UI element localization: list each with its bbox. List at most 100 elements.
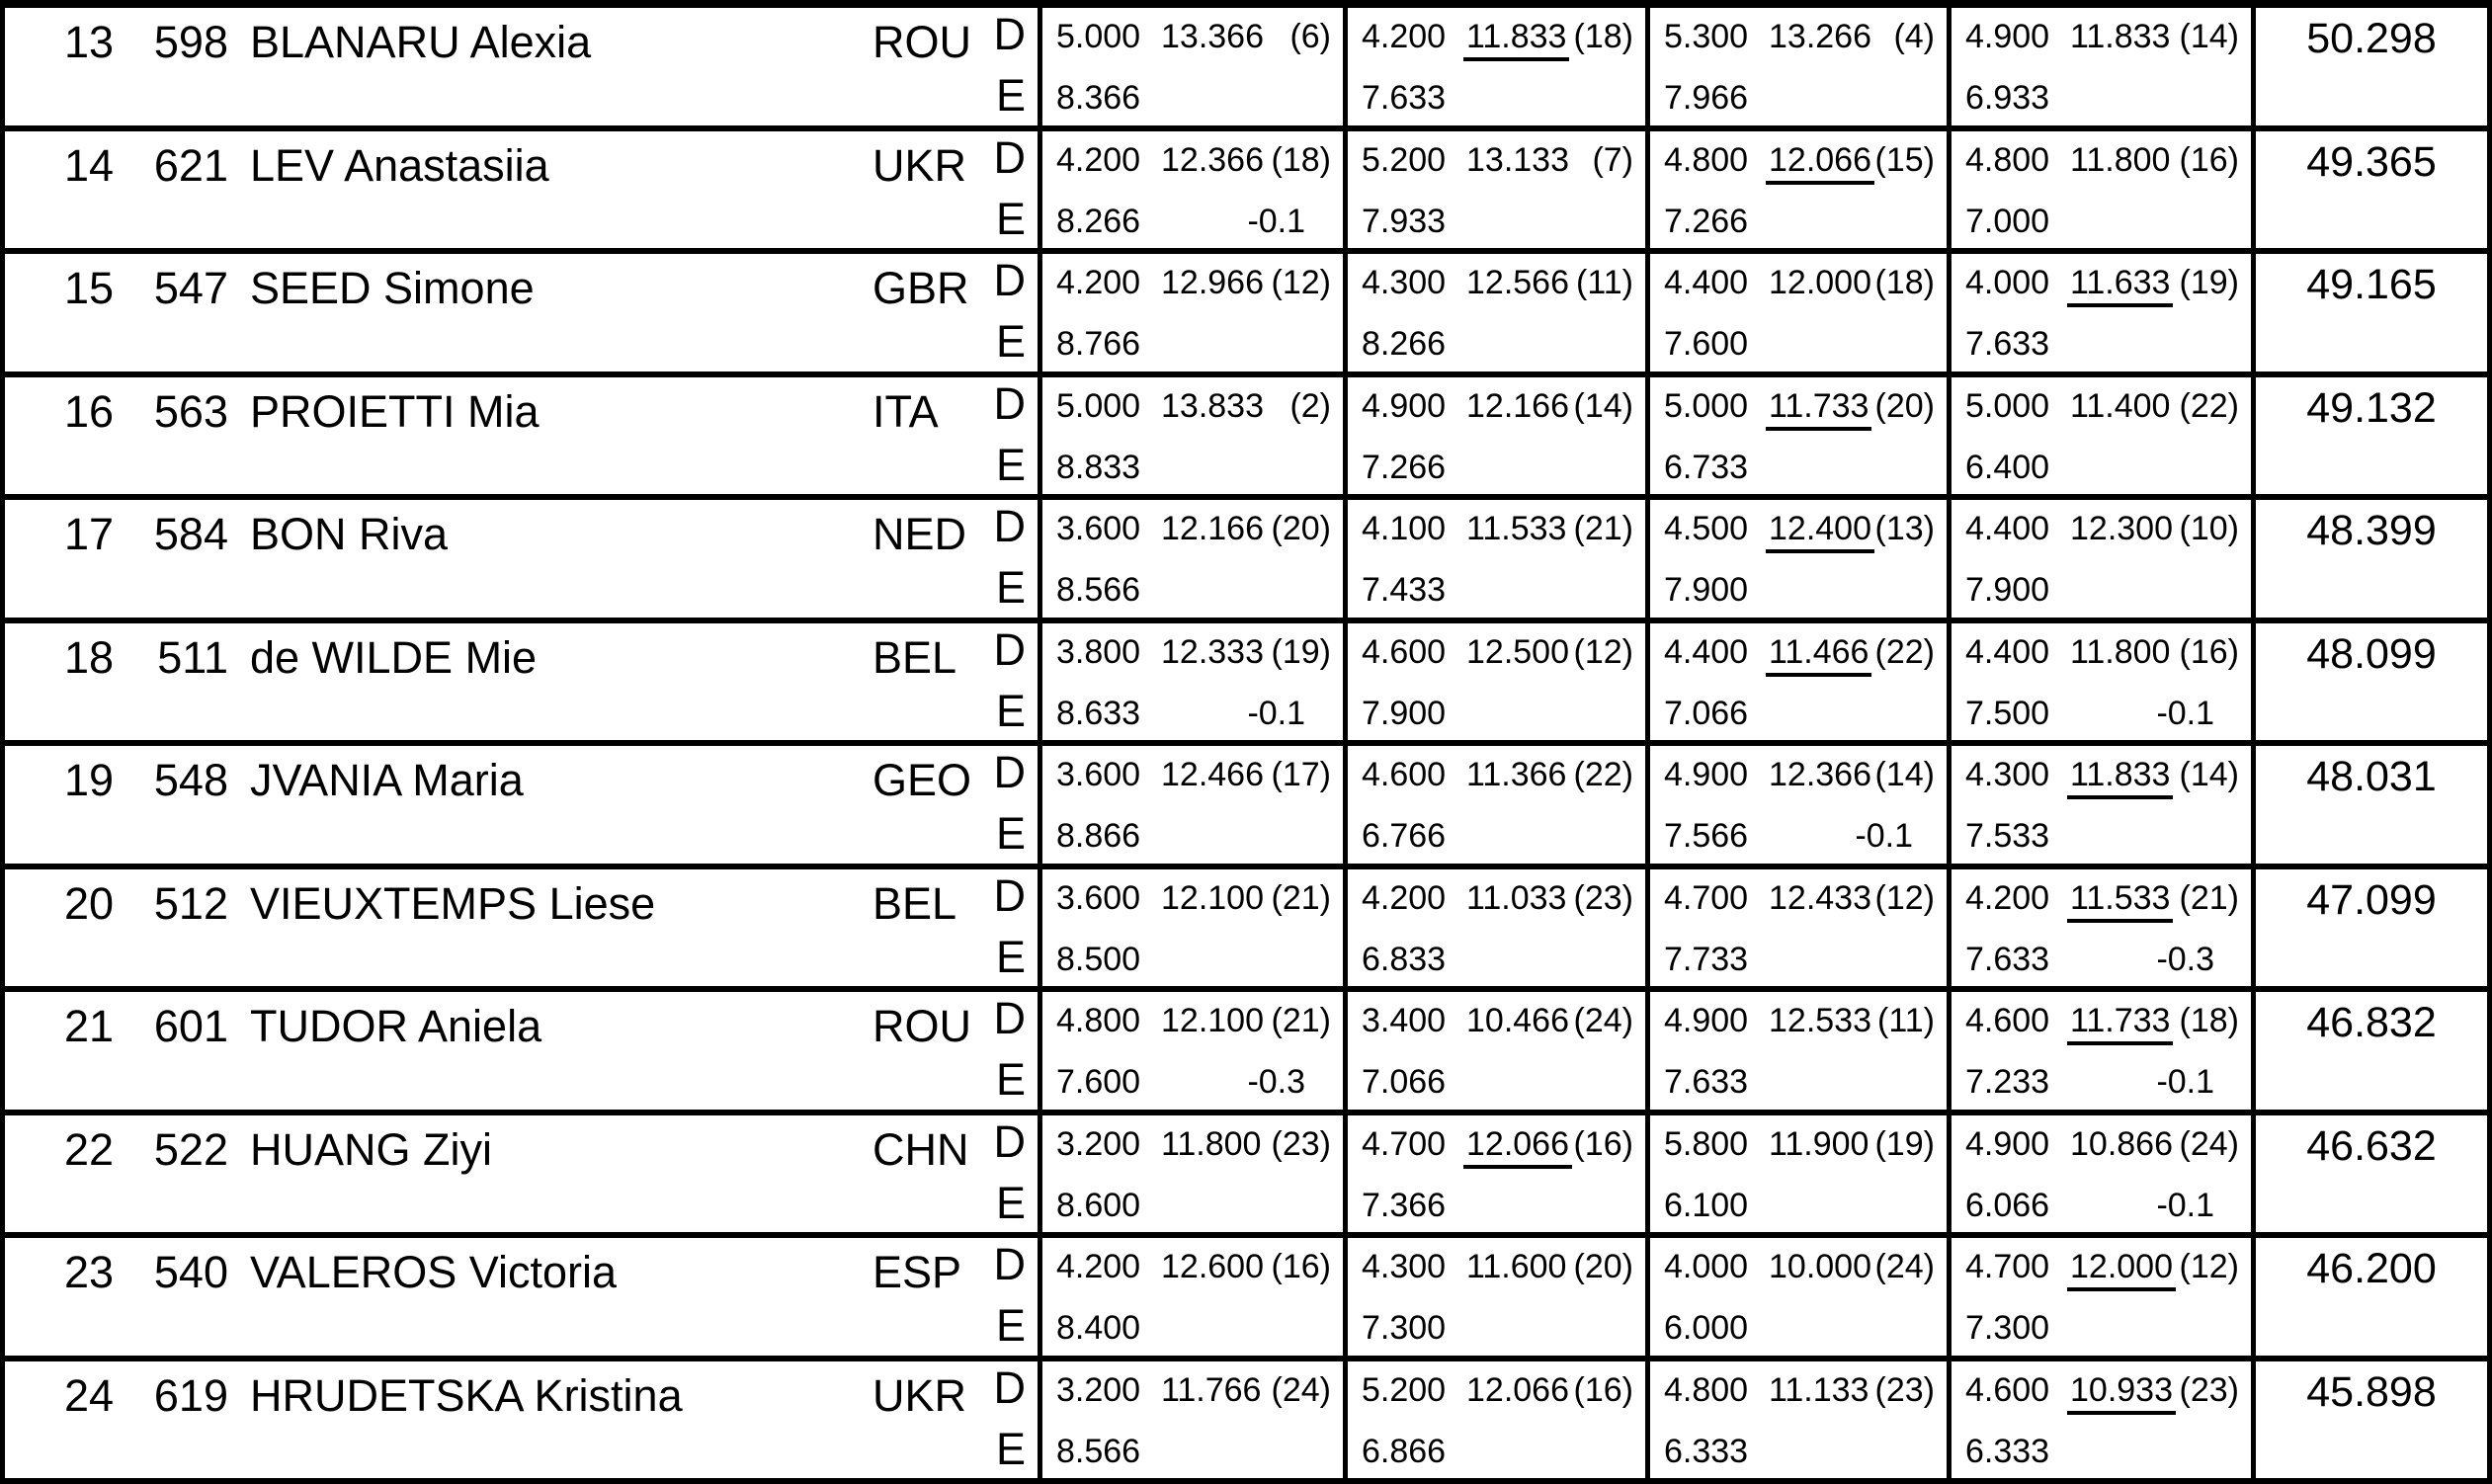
d-line: 3.800 12.333 (19) (1056, 635, 1331, 669)
d-score-label: D (993, 1115, 1027, 1167)
e-score: 8.400 (1056, 1309, 1141, 1347)
e-score: 6.766 (1362, 817, 1447, 855)
apparatus-3-cell: 4.800 12.066 (15) 7.266 (1645, 130, 1947, 248)
bib-number: 563 (153, 385, 228, 437)
apparatus-1-cell: 3.800 12.333 (19) 8.633 -0.1 (1038, 622, 1343, 740)
e-line: 6.066 -0.1 (1965, 1189, 2214, 1222)
d-line: 4.600 11.733 (18) (1965, 1004, 2239, 1045)
total-score: 46.832 (2306, 999, 2437, 1046)
apparatus-2-cell: 3.400 10.466 (24) 7.066 (1343, 992, 1645, 1110)
apparatus-rank: (21) (1271, 878, 1331, 917)
apparatus-1-cell: 5.000 13.366 (6) 8.366 (1038, 8, 1343, 125)
country-code: NED (872, 509, 967, 559)
table-row: 13 598 BLANARU Alexia ROU D E 5.000 13.3… (5, 8, 2487, 131)
total-score: 50.298 (2306, 15, 2437, 62)
table-row: 15 547 SEED Simone GBR D E 4.200 12.966 … (5, 254, 2487, 377)
apparatus-rank: (21) (1271, 1002, 1331, 1039)
e-score: 7.433 (1362, 571, 1447, 609)
apparatus-score: 12.000 (1769, 264, 1871, 301)
d-score-label: D (993, 131, 1027, 183)
d-line: 4.200 11.033 (23) (1362, 881, 1633, 915)
apparatus-1-cell: 3.200 11.800 (23) 8.600 (1038, 1114, 1343, 1232)
apparatus-3-cell: 4.400 12.000 (18) 7.600 (1645, 254, 1947, 371)
apparatus-score: 10.866 (2070, 1124, 2173, 1163)
d-line: 4.400 11.800 (16) (1965, 635, 2239, 669)
apparatus-score: 12.066 (1466, 1370, 1569, 1409)
apparatus-score: 12.966 (1161, 264, 1264, 301)
bib-number: 584 (153, 509, 228, 559)
apparatus-rank: (4) (1893, 18, 1935, 55)
total-score: 46.632 (2306, 1121, 2437, 1170)
d-line: 5.000 13.833 (2) (1056, 389, 1331, 423)
d-score: 4.800 (1056, 1002, 1141, 1039)
apparatus-score: 12.466 (1161, 756, 1264, 793)
e-line: 7.633 -0.3 (1965, 943, 2214, 976)
e-score: 6.100 (1664, 1186, 1749, 1224)
apparatus-score: 12.500 (1466, 632, 1569, 671)
apparatus-rank: (12) (1874, 878, 1935, 917)
apparatus-rank: (24) (2179, 1124, 2239, 1163)
e-line: 6.866 (1362, 1435, 1552, 1468)
total-cell: 49.365 (2251, 130, 2487, 248)
d-score-label: D (993, 747, 1027, 797)
total-cell: 49.165 (2251, 254, 2487, 371)
apparatus-rank: (22) (1573, 756, 1633, 793)
d-line: 4.900 12.366 (14) (1664, 758, 1935, 791)
e-score: 7.600 (1664, 325, 1749, 363)
apparatus-2-cell: 4.100 11.533 (21) 7.433 (1343, 500, 1645, 618)
e-score: 7.900 (1362, 694, 1447, 732)
athlete-name: HUANG Ziyi (250, 1123, 492, 1175)
e-score: 8.633 (1056, 694, 1141, 732)
athlete-name: SEED Simone (250, 263, 535, 313)
athlete-name: VALEROS Victoria (250, 1247, 617, 1297)
d-line: 5.000 11.400 (22) (1965, 389, 2239, 423)
bib-number: 548 (153, 755, 228, 805)
d-line: 4.500 12.400 (13) (1664, 512, 1935, 553)
e-score: 8.366 (1056, 79, 1141, 117)
d-score-label: D (993, 9, 1027, 59)
e-score: 6.333 (1664, 1432, 1749, 1470)
e-score: 6.733 (1664, 448, 1749, 486)
d-score: 4.600 (1362, 632, 1447, 671)
e-score: 7.233 (1965, 1063, 2050, 1101)
apparatus-score: 13.366 (1161, 18, 1264, 55)
apparatus-1-cell: 3.200 11.766 (24) 8.566 (1038, 1360, 1343, 1478)
e-line: 8.833 (1056, 451, 1247, 484)
total-cell: 50.298 (2251, 8, 2487, 125)
d-score-label: D (993, 1361, 1027, 1413)
penalty: -0.1 (2156, 694, 2215, 732)
athlete-cell: 21 601 TUDOR Aniela ROU D E (5, 992, 1038, 1110)
d-score-label: D (993, 869, 1027, 921)
apparatus-score: 12.100 (1161, 878, 1264, 917)
e-line: 7.300 (1362, 1311, 1552, 1345)
country-code: GBR (872, 263, 969, 313)
rank: 20 (63, 877, 114, 929)
apparatus-score: 11.033 (1466, 878, 1567, 917)
d-score: 4.400 (1965, 632, 2050, 671)
e-line: 7.900 (1664, 573, 1855, 607)
e-score: 7.300 (1362, 1309, 1447, 1347)
e-score-label: E (995, 439, 1026, 490)
penalty: -0.3 (1247, 1063, 1306, 1101)
apparatus-3-cell: 4.900 12.366 (14) 7.566 -0.1 (1645, 746, 1947, 864)
d-score: 3.600 (1056, 510, 1141, 547)
e-line: 7.633 (1362, 81, 1552, 115)
country-code: ITA (872, 385, 939, 437)
apparatus-rank: (19) (2179, 264, 2239, 301)
d-line: 4.700 12.433 (12) (1664, 881, 1935, 915)
apparatus-3-cell: 5.300 13.266 (4) 7.966 (1645, 8, 1947, 125)
e-score: 7.066 (1362, 1063, 1447, 1101)
apparatus-score: 13.133 (1466, 140, 1569, 179)
athlete-cell: 23 540 VALEROS Victoria ESP D E (5, 1238, 1038, 1356)
total-cell: 48.031 (2251, 746, 2487, 864)
e-score: 8.866 (1056, 817, 1141, 855)
table-row: 18 511 de WILDE Mie BEL D E 3.800 12.333… (5, 622, 2487, 746)
d-score: 4.900 (1664, 1002, 1749, 1039)
e-score: 8.266 (1056, 202, 1141, 240)
d-score-label: D (993, 623, 1027, 675)
apparatus-score: 12.000 (2067, 1250, 2176, 1291)
country-code: CHN (872, 1123, 969, 1175)
apparatus-score: 11.133 (1769, 1370, 1869, 1409)
d-line: 4.400 11.466 (22) (1664, 635, 1935, 677)
